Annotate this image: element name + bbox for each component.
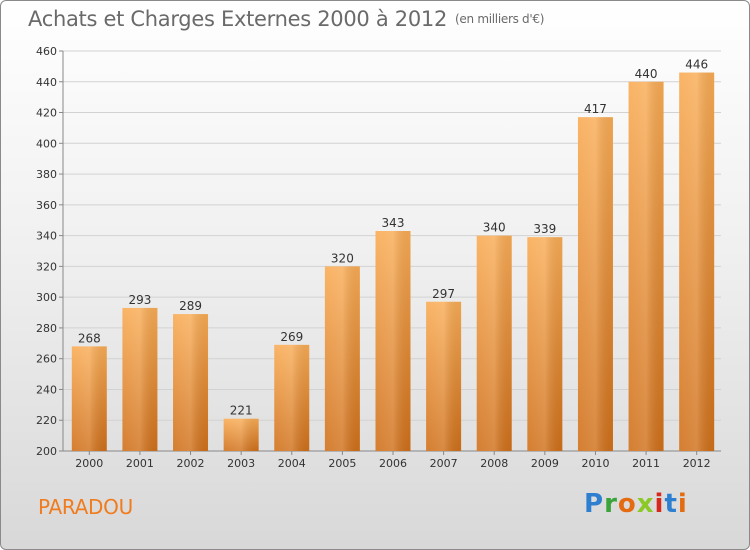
x-tick-label: 2008 (480, 457, 508, 470)
data-label: 417 (584, 102, 607, 116)
x-tick-label: 2009 (531, 457, 559, 470)
y-tick-label: 400 (36, 137, 57, 150)
data-label: 289 (179, 299, 202, 313)
data-label: 340 (483, 221, 506, 235)
y-tick-label: 240 (36, 383, 57, 396)
y-tick-label: 340 (36, 230, 57, 243)
data-label: 269 (280, 330, 303, 344)
bar-highlight (476, 235, 512, 451)
y-tick-label: 280 (36, 322, 57, 335)
data-label: 320 (331, 251, 354, 265)
bars: 268 293 289 221 269 320 343 297 340 339 417 440 446 (71, 58, 715, 452)
data-label: 297 (432, 287, 455, 301)
x-tick-label: 2004 (278, 457, 306, 470)
bar-highlight (628, 81, 664, 452)
data-label: 440 (635, 67, 658, 81)
x-axis: 2000 2001 2002 2003 2004 2005 2006 2007 2008 2009… (75, 451, 711, 470)
data-label: 343 (382, 216, 405, 230)
x-tick-label: 2001 (126, 457, 154, 470)
y-tick-label: 420 (36, 107, 57, 120)
data-label: 293 (128, 293, 151, 307)
data-label: 221 (230, 404, 253, 418)
proxiti-logo[interactable]: Proxiti (584, 489, 688, 519)
y-tick-label: 360 (36, 199, 57, 212)
bar-highlight (577, 117, 613, 452)
x-tick-label: 2007 (430, 457, 458, 470)
x-tick-label: 2002 (177, 457, 205, 470)
y-tick-label: 200 (36, 445, 57, 458)
bar-highlight (426, 301, 462, 451)
y-tick-label: 320 (36, 260, 57, 273)
y-tick-label: 440 (36, 76, 57, 89)
bar-highlight (71, 346, 107, 451)
x-tick-label: 2006 (379, 457, 407, 470)
data-label: 446 (685, 58, 708, 72)
x-tick-label: 2012 (683, 457, 711, 470)
bar-highlight (173, 314, 209, 451)
y-tick-label: 380 (36, 168, 57, 181)
bar-highlight (223, 418, 259, 451)
y-tick-label: 220 (36, 414, 57, 427)
unit-label: (en milliers d'€) (455, 12, 545, 26)
x-tick-label: 2010 (581, 457, 609, 470)
chart-title: Achats et Charges Externes 2000 à 2012 (e… (28, 7, 545, 31)
bar-highlight (679, 72, 715, 452)
bar-highlight (324, 266, 360, 451)
bar-highlight (122, 307, 158, 451)
x-tick-label: 2005 (328, 457, 356, 470)
x-tick-label: 2000 (75, 457, 103, 470)
x-tick-label: 2011 (632, 457, 660, 470)
y-tick-label: 300 (36, 291, 57, 304)
data-label: 268 (78, 331, 101, 345)
bar-highlight (274, 344, 310, 451)
bar-highlight (375, 231, 411, 451)
bar-highlight (527, 237, 563, 451)
commune-name: PARADOU (38, 495, 133, 519)
data-label: 339 (533, 222, 556, 236)
y-tick-label: 460 (36, 45, 57, 58)
x-tick-label: 2003 (227, 457, 255, 470)
y-tick-label: 260 (36, 353, 57, 366)
